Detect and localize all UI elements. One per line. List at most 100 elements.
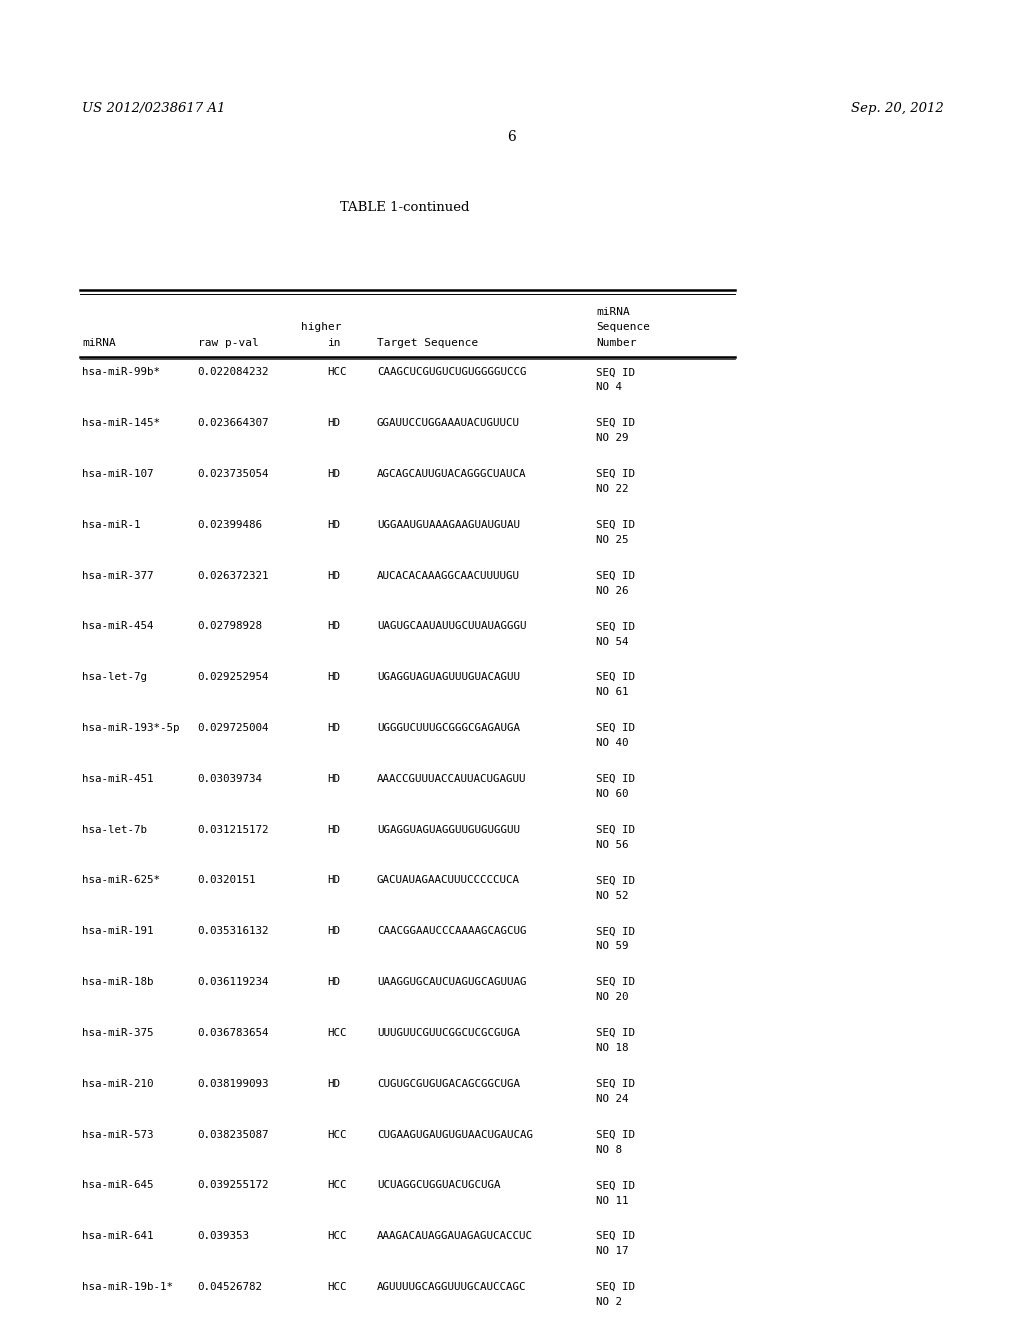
Text: SEQ ID: SEQ ID bbox=[596, 723, 635, 733]
Text: UGGGUCUUUGCGGGCGAGAUGA: UGGGUCUUUGCGGGCGAGAUGA bbox=[377, 723, 520, 733]
Text: 0.026372321: 0.026372321 bbox=[198, 570, 269, 581]
Text: hsa-miR-191: hsa-miR-191 bbox=[82, 927, 154, 936]
Text: miRNA: miRNA bbox=[596, 308, 630, 317]
Text: hsa-miR-18b: hsa-miR-18b bbox=[82, 977, 154, 987]
Text: hsa-miR-645: hsa-miR-645 bbox=[82, 1180, 154, 1191]
Text: HD: HD bbox=[328, 875, 341, 886]
Text: CAACGGAAUCCCAAAAGCAGCUG: CAACGGAAUCCCAAAAGCAGCUG bbox=[377, 927, 526, 936]
Text: miRNA: miRNA bbox=[82, 338, 116, 347]
Text: hsa-miR-210: hsa-miR-210 bbox=[82, 1078, 154, 1089]
Text: hsa-miR-377: hsa-miR-377 bbox=[82, 570, 154, 581]
Text: SEQ ID: SEQ ID bbox=[596, 1180, 635, 1191]
Text: hsa-miR-145*: hsa-miR-145* bbox=[82, 418, 160, 428]
Text: SEQ ID: SEQ ID bbox=[596, 367, 635, 378]
Text: hsa-miR-625*: hsa-miR-625* bbox=[82, 875, 160, 886]
Text: hsa-miR-193*-5p: hsa-miR-193*-5p bbox=[82, 723, 179, 733]
Text: HD: HD bbox=[328, 469, 341, 479]
Text: NO 61: NO 61 bbox=[596, 688, 629, 697]
Text: Sep. 20, 2012: Sep. 20, 2012 bbox=[851, 102, 944, 115]
Text: GGAUUCCUGGAAAUACUGUUCU: GGAUUCCUGGAAAUACUGUUCU bbox=[377, 418, 520, 428]
Text: SEQ ID: SEQ ID bbox=[596, 927, 635, 936]
Text: 0.038235087: 0.038235087 bbox=[198, 1130, 269, 1139]
Text: SEQ ID: SEQ ID bbox=[596, 1282, 635, 1292]
Text: HD: HD bbox=[328, 622, 341, 631]
Text: NO 54: NO 54 bbox=[596, 636, 629, 647]
Text: HCC: HCC bbox=[328, 1232, 347, 1241]
Text: HD: HD bbox=[328, 723, 341, 733]
Text: NO 60: NO 60 bbox=[596, 789, 629, 799]
Text: 0.036119234: 0.036119234 bbox=[198, 977, 269, 987]
Text: NO 22: NO 22 bbox=[596, 484, 629, 494]
Text: SEQ ID: SEQ ID bbox=[596, 570, 635, 581]
Text: hsa-miR-19b-1*: hsa-miR-19b-1* bbox=[82, 1282, 173, 1292]
Text: AAAGACAUAGGAUAGAGUCACCUC: AAAGACAUAGGAUAGAGUCACCUC bbox=[377, 1232, 532, 1241]
Text: HD: HD bbox=[328, 774, 341, 784]
Text: 0.023664307: 0.023664307 bbox=[198, 418, 269, 428]
Text: SEQ ID: SEQ ID bbox=[596, 1130, 635, 1139]
Text: NO 4: NO 4 bbox=[596, 383, 622, 392]
Text: NO 17: NO 17 bbox=[596, 1246, 629, 1257]
Text: NO 29: NO 29 bbox=[596, 433, 629, 444]
Text: Target Sequence: Target Sequence bbox=[377, 338, 478, 347]
Text: UGGAAUGUAAAGAAGUAUGUAU: UGGAAUGUAAAGAAGUAUGUAU bbox=[377, 520, 520, 529]
Text: NO 2: NO 2 bbox=[596, 1298, 622, 1307]
Text: SEQ ID: SEQ ID bbox=[596, 1232, 635, 1241]
Text: HD: HD bbox=[328, 570, 341, 581]
Text: CUGUGCGUGUGACAGCGGCUGA: CUGUGCGUGUGACAGCGGCUGA bbox=[377, 1078, 520, 1089]
Text: NO 40: NO 40 bbox=[596, 738, 629, 748]
Text: 0.029252954: 0.029252954 bbox=[198, 672, 269, 682]
Text: NO 20: NO 20 bbox=[596, 993, 629, 1002]
Text: in: in bbox=[328, 338, 341, 347]
Text: HCC: HCC bbox=[328, 1130, 347, 1139]
Text: SEQ ID: SEQ ID bbox=[596, 1028, 635, 1038]
Text: 0.023735054: 0.023735054 bbox=[198, 469, 269, 479]
Text: GACUAUAGAACUUUCCCCCUCA: GACUAUAGAACUUUCCCCCUCA bbox=[377, 875, 520, 886]
Text: SEQ ID: SEQ ID bbox=[596, 825, 635, 834]
Text: hsa-miR-375: hsa-miR-375 bbox=[82, 1028, 154, 1038]
Text: UGAGGUAGUAGUUUGUACAGUU: UGAGGUAGUAGUUUGUACAGUU bbox=[377, 672, 520, 682]
Text: AUCACACAAAGGCAACUUUUGU: AUCACACAAAGGCAACUUUUGU bbox=[377, 570, 520, 581]
Text: UAAGGUGCAUCUAGUGCAGUUAG: UAAGGUGCAUCUAGUGCAGUUAG bbox=[377, 977, 526, 987]
Text: AGUUUUGCAGGUUUGCAUCCAGC: AGUUUUGCAGGUUUGCAUCCAGC bbox=[377, 1282, 526, 1292]
Text: CAAGCUCGUGUCUGUGGGGUCCG: CAAGCUCGUGUCUGUGGGGUCCG bbox=[377, 367, 526, 378]
Text: hsa-miR-573: hsa-miR-573 bbox=[82, 1130, 154, 1139]
Text: 0.04526782: 0.04526782 bbox=[198, 1282, 262, 1292]
Text: UCUAGGCUGGUACUGCUGA: UCUAGGCUGGUACUGCUGA bbox=[377, 1180, 501, 1191]
Text: hsa-miR-454: hsa-miR-454 bbox=[82, 622, 154, 631]
Text: UAGUGCAAUAUUGCUUAUAGGGU: UAGUGCAAUAUUGCUUAUAGGGU bbox=[377, 622, 526, 631]
Text: CUGAAGUGAUGUGUAACUGAUCAG: CUGAAGUGAUGUGUAACUGAUCAG bbox=[377, 1130, 532, 1139]
Text: AAACCGUUUACCAUUACUGAGUU: AAACCGUUUACCAUUACUGAGUU bbox=[377, 774, 526, 784]
Text: HD: HD bbox=[328, 927, 341, 936]
Text: SEQ ID: SEQ ID bbox=[596, 469, 635, 479]
Text: HCC: HCC bbox=[328, 1180, 347, 1191]
Text: 0.039255172: 0.039255172 bbox=[198, 1180, 269, 1191]
Text: Sequence: Sequence bbox=[596, 322, 650, 333]
Text: NO 24: NO 24 bbox=[596, 1094, 629, 1104]
Text: NO 56: NO 56 bbox=[596, 840, 629, 850]
Text: AGCAGCAUUGUACAGGGCUAUCA: AGCAGCAUUGUACAGGGCUAUCA bbox=[377, 469, 526, 479]
Text: SEQ ID: SEQ ID bbox=[596, 418, 635, 428]
Text: hsa-miR-641: hsa-miR-641 bbox=[82, 1232, 154, 1241]
Text: SEQ ID: SEQ ID bbox=[596, 774, 635, 784]
Text: HCC: HCC bbox=[328, 1282, 347, 1292]
Text: HD: HD bbox=[328, 672, 341, 682]
Text: Number: Number bbox=[596, 338, 637, 347]
Text: 6: 6 bbox=[508, 131, 516, 144]
Text: 0.02798928: 0.02798928 bbox=[198, 622, 262, 631]
Text: 0.022084232: 0.022084232 bbox=[198, 367, 269, 378]
Text: hsa-let-7g: hsa-let-7g bbox=[82, 672, 146, 682]
Text: hsa-miR-107: hsa-miR-107 bbox=[82, 469, 154, 479]
Text: 0.035316132: 0.035316132 bbox=[198, 927, 269, 936]
Text: NO 18: NO 18 bbox=[596, 1043, 629, 1053]
Text: 0.036783654: 0.036783654 bbox=[198, 1028, 269, 1038]
Text: HD: HD bbox=[328, 977, 341, 987]
Text: 0.02399486: 0.02399486 bbox=[198, 520, 262, 529]
Text: US 2012/0238617 A1: US 2012/0238617 A1 bbox=[82, 102, 225, 115]
Text: HD: HD bbox=[328, 418, 341, 428]
Text: NO 59: NO 59 bbox=[596, 941, 629, 952]
Text: SEQ ID: SEQ ID bbox=[596, 875, 635, 886]
Text: 0.038199093: 0.038199093 bbox=[198, 1078, 269, 1089]
Text: 0.029725004: 0.029725004 bbox=[198, 723, 269, 733]
Text: NO 52: NO 52 bbox=[596, 891, 629, 900]
Text: HD: HD bbox=[328, 825, 341, 834]
